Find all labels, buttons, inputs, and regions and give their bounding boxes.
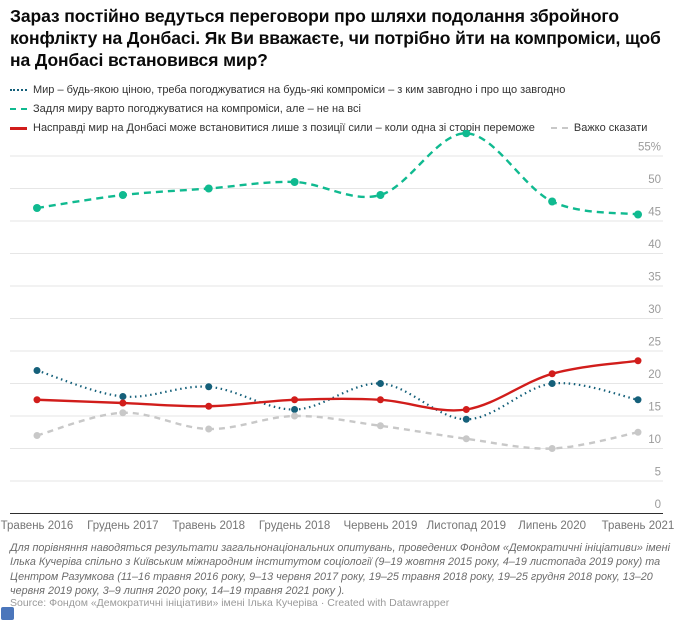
data-point-s2-4 <box>376 396 384 404</box>
data-point-s0-0 <box>33 367 41 374</box>
data-point-s1-4 <box>376 191 385 199</box>
y-axis-label-45: 45 <box>648 207 661 219</box>
data-point-s2-0 <box>33 396 41 404</box>
data-point-s3-5 <box>462 435 470 443</box>
data-point-s0-3 <box>291 406 299 413</box>
legend-label: Важко сказати <box>573 122 648 135</box>
data-point-s2-7 <box>634 357 642 365</box>
data-point-s2-6 <box>548 370 556 378</box>
legend-line-swatch <box>550 127 568 130</box>
y-axis-label-15: 15 <box>648 402 661 414</box>
series-line-3 <box>36 411 639 450</box>
data-point-s2-1 <box>119 399 127 407</box>
data-point-s0-2 <box>205 383 213 391</box>
x-axis-label-7: Травень 2021 <box>602 520 675 532</box>
legend-label: Насправді мир на Донбасі може встановити… <box>33 122 535 135</box>
data-point-s3-4 <box>376 422 384 430</box>
source-name: Фондом «Демократичні ініціативи» імені І… <box>49 597 318 609</box>
series-line-2 <box>36 359 639 412</box>
y-axis-label-20: 20 <box>648 369 661 381</box>
legend-item-1: Задля миру варто погоджуватися на компро… <box>10 103 361 115</box>
data-point-s1-6 <box>548 197 557 206</box>
y-axis-label-0: 0 <box>655 499 661 511</box>
data-point-s3-7 <box>634 428 642 436</box>
data-point-s0-5 <box>462 415 470 423</box>
x-axis-label-1: Грудень 2017 <box>87 520 158 532</box>
data-point-s3-2 <box>205 425 213 433</box>
legend-label: Мир – будь-якою ціною, треба погоджувати… <box>33 84 566 96</box>
x-axis-label-2: Травень 2018 <box>172 520 245 532</box>
data-point-s0-6 <box>548 380 556 387</box>
x-axis-label-4: Червень 2019 <box>343 520 417 532</box>
y-axis-label-30: 30 <box>648 304 661 316</box>
x-axis-label-3: Грудень 2018 <box>259 520 330 532</box>
y-axis-label-35: 35 <box>648 272 661 284</box>
source-line: Source: Фондом «Демократичні ініціативи»… <box>10 597 682 609</box>
data-point-s3-1 <box>119 409 127 417</box>
data-point-s1-1 <box>118 191 127 199</box>
datawrapper-logo-icon <box>1 607 14 620</box>
y-axis-label-10: 10 <box>648 434 661 446</box>
x-axis-label-6: Липень 2020 <box>518 520 586 532</box>
y-axis-label-25: 25 <box>648 337 661 349</box>
data-point-s3-6 <box>548 445 556 452</box>
legend-line-swatch <box>10 89 27 92</box>
legend-label: Задля миру варто погоджуватися на компро… <box>33 103 361 116</box>
attribution-link[interactable]: Created with Datawrapper <box>327 597 450 609</box>
legend-item-2: Насправді мир на Донбасі може встановити… <box>10 122 535 134</box>
data-point-s1-2 <box>204 184 213 193</box>
data-point-s0-4 <box>376 380 384 387</box>
data-point-s3-0 <box>33 432 41 439</box>
x-axis-label-0: Травень 2016 <box>1 520 74 532</box>
data-point-s0-1 <box>119 393 127 400</box>
data-point-s1-7 <box>634 210 642 219</box>
legend-line-swatch <box>10 108 27 111</box>
chart-footnote: Для порівняння наводяться результати заг… <box>10 542 670 598</box>
chart-title: Зараз постійно ведуться переговори про ш… <box>10 6 661 71</box>
legend: Мир – будь-якою ціною, треба погоджувати… <box>10 84 682 141</box>
legend-item-0: Мир – будь-якою ціною, треба погоджувати… <box>10 84 565 96</box>
data-point-s1-0 <box>33 204 41 212</box>
legend-line-swatch <box>10 126 27 130</box>
data-point-s2-5 <box>462 406 470 413</box>
data-point-s3-3 <box>291 412 299 420</box>
legend-item-3: Важко сказати <box>550 122 648 135</box>
data-point-s1-5 <box>462 130 471 138</box>
x-axis-label-5: Листопад 2019 <box>427 520 506 532</box>
line-chart-plot: 0 5 10 15 20 25 30 35 40 45 50 55% Травень 2016 Груде… <box>1 130 675 532</box>
y-axis-label-50: 50 <box>648 174 661 186</box>
y-axis-label-40: 40 <box>648 239 661 251</box>
series-line-1 <box>36 132 639 216</box>
y-axis-label-55: 55% <box>638 142 661 154</box>
y-axis-label-5: 5 <box>655 467 661 479</box>
data-point-s0-7 <box>634 396 642 404</box>
data-point-s2-3 <box>291 396 299 404</box>
source-separator: · <box>320 597 325 609</box>
source-label: Source: <box>10 597 47 609</box>
data-point-s2-2 <box>205 402 213 410</box>
data-point-s1-3 <box>290 178 299 186</box>
